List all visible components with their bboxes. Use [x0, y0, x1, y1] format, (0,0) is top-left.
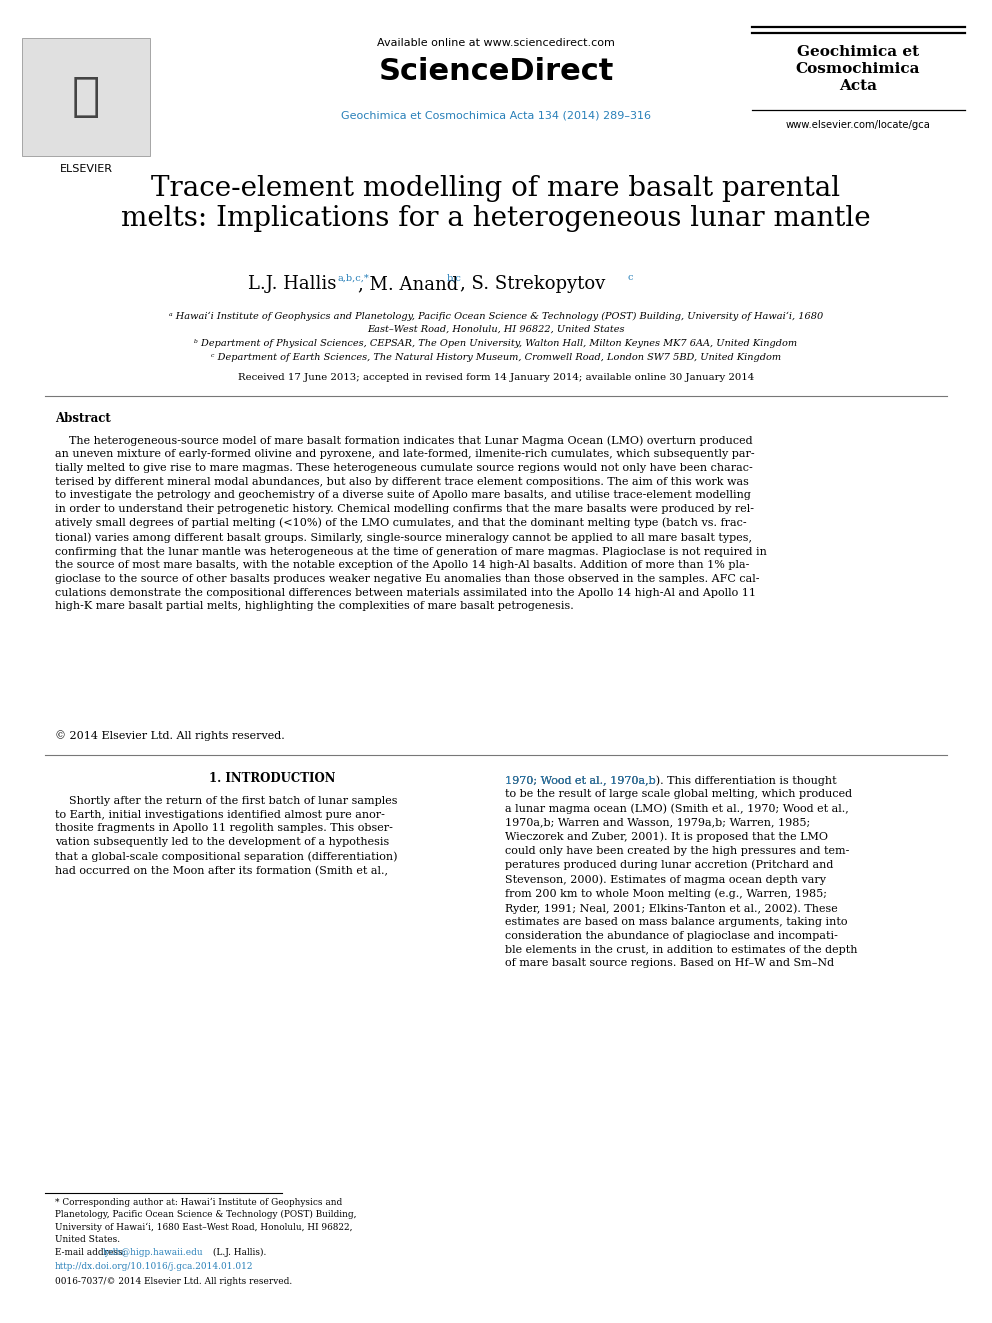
Text: 0016-7037/© 2014 Elsevier Ltd. All rights reserved.: 0016-7037/© 2014 Elsevier Ltd. All right… [55, 1277, 293, 1286]
Text: ᶜ Department of Earth Sciences, The Natural History Museum, Cromwell Road, Londo: ᶜ Department of Earth Sciences, The Natu… [211, 352, 781, 361]
Text: c: c [628, 274, 634, 283]
Text: melts: Implications for a heterogeneous lunar mantle: melts: Implications for a heterogeneous … [121, 205, 871, 232]
Text: ᵃ Hawaiʻi Institute of Geophysics and Planetology, Pacific Ocean Science & Techn: ᵃ Hawaiʻi Institute of Geophysics and Pl… [169, 311, 823, 320]
Text: Available online at www.sciencedirect.com: Available online at www.sciencedirect.co… [377, 38, 615, 48]
Text: lydh@higp.hawaii.edu: lydh@higp.hawaii.edu [103, 1248, 203, 1257]
Text: ᵇ Department of Physical Sciences, CEPSAR, The Open University, Walton Hall, Mil: ᵇ Department of Physical Sciences, CEPSA… [194, 340, 798, 348]
Text: , S. Strekopytov: , S. Strekopytov [460, 275, 605, 292]
Text: * Corresponding author at: Hawaiʻi Institute of Geophysics and
Planetology, Paci: * Corresponding author at: Hawaiʻi Insti… [55, 1199, 356, 1244]
Text: Abstract: Abstract [55, 411, 111, 425]
Text: Shortly after the return of the first batch of lunar samples
to Earth, initial i: Shortly after the return of the first ba… [55, 796, 398, 876]
Text: East–West Road, Honolulu, HI 96822, United States: East–West Road, Honolulu, HI 96822, Unit… [367, 324, 625, 333]
Text: ELSEVIER: ELSEVIER [60, 164, 112, 175]
Text: 1970; Wood et al., 1970a,b: 1970; Wood et al., 1970a,b [505, 775, 656, 785]
Text: 1. INTRODUCTION: 1. INTRODUCTION [208, 771, 335, 785]
Text: http://dx.doi.org/10.1016/j.gca.2014.01.012: http://dx.doi.org/10.1016/j.gca.2014.01.… [55, 1262, 254, 1271]
Text: b,c: b,c [447, 274, 462, 283]
Text: 1970; Wood et al., 1970a,b). This differentiation is thought
to be the result of: 1970; Wood et al., 1970a,b). This differ… [505, 775, 857, 968]
Text: ☘: ☘ [71, 74, 100, 119]
Text: Geochimica et Cosmochimica Acta 134 (2014) 289–316: Geochimica et Cosmochimica Acta 134 (201… [341, 111, 651, 120]
Text: Trace-element modelling of mare basalt parental: Trace-element modelling of mare basalt p… [152, 175, 840, 201]
Text: , M. Anand: , M. Anand [358, 275, 458, 292]
Text: (L.J. Hallis).: (L.J. Hallis). [210, 1248, 267, 1257]
Text: ScienceDirect: ScienceDirect [378, 57, 614, 86]
Text: Cosmochimica: Cosmochimica [796, 62, 921, 75]
Text: The heterogeneous-source model of mare basalt formation indicates that Lunar Mag: The heterogeneous-source model of mare b… [55, 435, 767, 611]
Text: Acta: Acta [839, 79, 877, 93]
Bar [22, 38, 150, 156]
Text: E-mail address:: E-mail address: [55, 1248, 129, 1257]
Text: © 2014 Elsevier Ltd. All rights reserved.: © 2014 Elsevier Ltd. All rights reserved… [55, 730, 285, 741]
Text: www.elsevier.com/locate/gca: www.elsevier.com/locate/gca [786, 120, 930, 130]
Text: Geochimica et: Geochimica et [797, 45, 919, 60]
Text: L.J. Hallis: L.J. Hallis [248, 275, 336, 292]
Text: Received 17 June 2013; accepted in revised form 14 January 2014; available onlin: Received 17 June 2013; accepted in revis… [238, 373, 754, 382]
Text: a,b,c,*: a,b,c,* [338, 274, 370, 283]
